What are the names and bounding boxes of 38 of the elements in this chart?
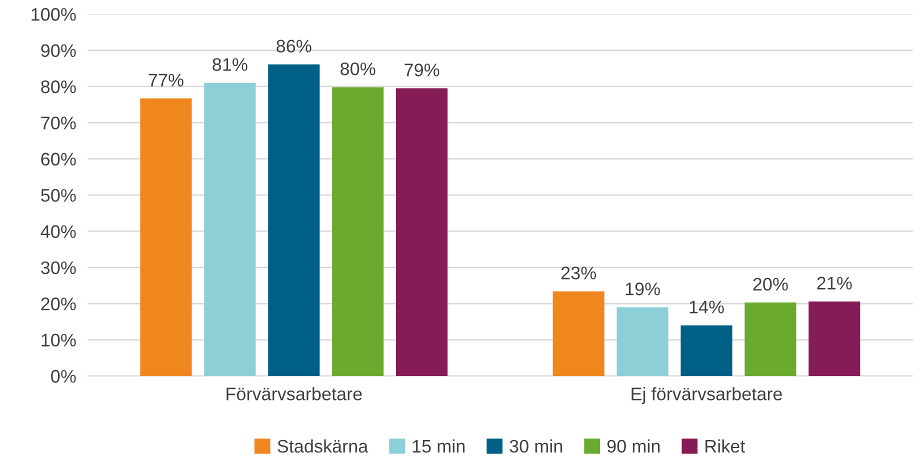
legend-label: 30 min — [510, 439, 562, 453]
bar — [204, 82, 256, 376]
bar — [140, 98, 192, 376]
data-label: 86% — [276, 40, 312, 52]
y-tick-label: 60% — [41, 152, 76, 166]
data-label: 21% — [817, 276, 852, 290]
y-tick-label: 80% — [41, 80, 76, 94]
x-tick-label: Förvärvsarbetare — [226, 387, 362, 400]
y-tick-label: 10% — [42, 334, 76, 347]
data-label: 80% — [340, 62, 376, 76]
y-tick-label: 20% — [41, 298, 76, 310]
legend-label: Riket — [706, 439, 746, 453]
data-label: 23% — [561, 266, 596, 280]
x-tick-label: Ej förvärvsarbetare — [632, 387, 782, 404]
legend-label: Stadskärna — [278, 439, 368, 453]
y-tick-label: 30% — [41, 261, 76, 274]
bar — [396, 88, 448, 376]
data-label: 19% — [626, 282, 660, 296]
bar — [332, 87, 384, 376]
y-tick-label: 70% — [41, 116, 76, 130]
data-label: 79% — [404, 64, 440, 76]
y-tick-label: 40% — [40, 225, 76, 238]
data-label: 77% — [148, 74, 184, 86]
data-label: 20% — [753, 278, 788, 291]
bar — [808, 301, 860, 376]
data-label: 81% — [212, 58, 248, 71]
y-tick-label: 50% — [41, 188, 76, 202]
bar — [680, 325, 732, 376]
bar — [552, 291, 604, 376]
y-tick-label: 0% — [51, 370, 76, 383]
y-tick-label: 100% — [32, 8, 76, 21]
legend-label: 15 min — [412, 439, 465, 453]
bar — [268, 64, 320, 376]
bar — [616, 307, 668, 376]
bar — [744, 302, 796, 376]
legend-label: 90 min — [607, 439, 660, 453]
y-tick-label: 90% — [41, 44, 76, 58]
data-label: 14% — [690, 300, 724, 314]
